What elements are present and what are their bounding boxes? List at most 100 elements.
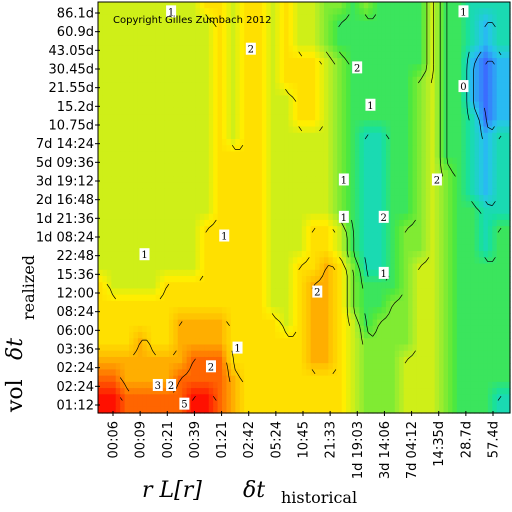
heatmap-cell xyxy=(142,313,148,321)
heatmap-cell xyxy=(487,8,493,16)
heatmap-cell xyxy=(315,257,321,265)
heatmap-cell xyxy=(257,319,263,327)
heatmap-cell xyxy=(213,64,219,72)
heatmap-cell xyxy=(288,244,294,252)
heatmap-cell xyxy=(354,325,360,333)
heatmap-cell xyxy=(328,170,334,177)
heatmap-cell xyxy=(363,207,369,215)
heatmap-cell xyxy=(292,176,298,184)
heatmap-cell xyxy=(186,39,192,47)
heatmap-cell xyxy=(253,58,259,65)
heatmap-cell xyxy=(111,219,117,227)
heatmap-cell xyxy=(115,45,121,53)
heatmap-cell xyxy=(155,101,161,109)
heatmap-cell xyxy=(487,114,493,121)
heatmap-cell xyxy=(363,244,369,252)
heatmap-cell xyxy=(239,232,245,240)
heatmap-cell xyxy=(372,39,378,47)
heatmap-cell xyxy=(222,244,228,252)
heatmap-cell xyxy=(160,313,166,321)
heatmap-cell xyxy=(408,257,414,265)
heatmap-cell xyxy=(248,325,254,333)
heatmap-cell xyxy=(416,207,422,215)
heatmap-cell xyxy=(434,51,440,59)
heatmap-cell xyxy=(133,257,139,265)
heatmap-cell xyxy=(275,58,281,65)
heatmap-cell xyxy=(177,114,183,121)
heatmap-cell xyxy=(257,114,263,121)
heatmap-cell xyxy=(434,139,440,146)
heatmap-cell xyxy=(168,207,174,215)
heatmap-cell xyxy=(496,219,502,227)
heatmap-cell xyxy=(359,14,365,22)
heatmap-cell xyxy=(483,244,489,252)
heatmap-cell xyxy=(341,70,347,78)
heatmap-cell xyxy=(416,188,422,196)
heatmap-cell xyxy=(403,126,409,134)
heatmap-cell xyxy=(253,157,259,165)
heatmap-cell xyxy=(505,294,511,302)
heatmap-cell xyxy=(465,120,471,128)
heatmap-cell xyxy=(151,251,157,258)
heatmap-cell xyxy=(191,58,197,65)
heatmap-cell xyxy=(474,114,480,121)
heatmap-cell xyxy=(222,45,228,53)
heatmap-cell xyxy=(478,70,485,78)
heatmap-cell xyxy=(483,26,489,34)
heatmap-cell xyxy=(461,276,467,283)
heatmap-cell xyxy=(315,58,321,65)
heatmap-cell xyxy=(222,238,228,246)
heatmap-cell xyxy=(301,82,307,90)
heatmap-cell xyxy=(478,120,485,128)
heatmap-cell xyxy=(359,226,365,234)
heatmap-cell xyxy=(217,114,223,121)
heatmap-cell xyxy=(425,163,431,171)
heatmap-cell xyxy=(505,263,511,271)
heatmap-cell xyxy=(129,182,135,190)
heatmap-cell xyxy=(501,33,507,40)
heatmap-cell xyxy=(160,33,166,40)
heatmap-cell xyxy=(226,213,232,221)
heatmap-cell xyxy=(408,195,414,202)
heatmap-cell xyxy=(306,213,312,221)
heatmap-cell xyxy=(124,276,130,283)
heatmap-cell xyxy=(244,170,250,177)
heatmap-cell xyxy=(279,39,285,47)
heatmap-cell xyxy=(226,257,232,265)
heatmap-cell xyxy=(248,195,254,202)
heatmap-cell xyxy=(478,14,485,22)
heatmap-cell xyxy=(354,201,360,209)
heatmap-cell xyxy=(279,163,285,171)
heatmap-cell xyxy=(483,64,489,72)
heatmap-cell xyxy=(310,107,316,115)
heatmap-cell xyxy=(412,207,418,215)
heatmap-cell xyxy=(408,313,414,321)
heatmap-cell xyxy=(292,238,298,246)
heatmap-cell xyxy=(372,257,378,265)
heatmap-cell xyxy=(124,325,130,333)
heatmap-cell xyxy=(496,182,502,190)
heatmap-cell xyxy=(106,269,112,277)
heatmap-cell xyxy=(501,95,507,103)
heatmap-cell xyxy=(447,325,454,333)
heatmap-cell xyxy=(354,101,360,109)
heatmap-cell xyxy=(408,39,414,47)
heatmap-cell xyxy=(363,201,369,209)
heatmap-cell xyxy=(465,157,471,165)
heatmap-cell xyxy=(359,282,365,290)
heatmap-cell xyxy=(372,307,378,314)
heatmap-cell xyxy=(377,319,383,327)
heatmap-cell xyxy=(164,325,170,333)
heatmap-cell xyxy=(275,26,281,34)
heatmap-cell xyxy=(155,95,161,103)
heatmap-cell xyxy=(377,325,383,333)
heatmap-cell xyxy=(416,33,422,40)
heatmap-cell xyxy=(306,26,312,34)
heatmap-cell xyxy=(208,282,214,290)
heatmap-cell xyxy=(350,332,356,339)
heatmap-cell xyxy=(230,176,236,184)
heatmap-cell xyxy=(226,244,232,252)
heatmap-cell xyxy=(288,276,294,283)
heatmap-cell xyxy=(399,325,405,333)
heatmap-cell xyxy=(354,39,360,47)
